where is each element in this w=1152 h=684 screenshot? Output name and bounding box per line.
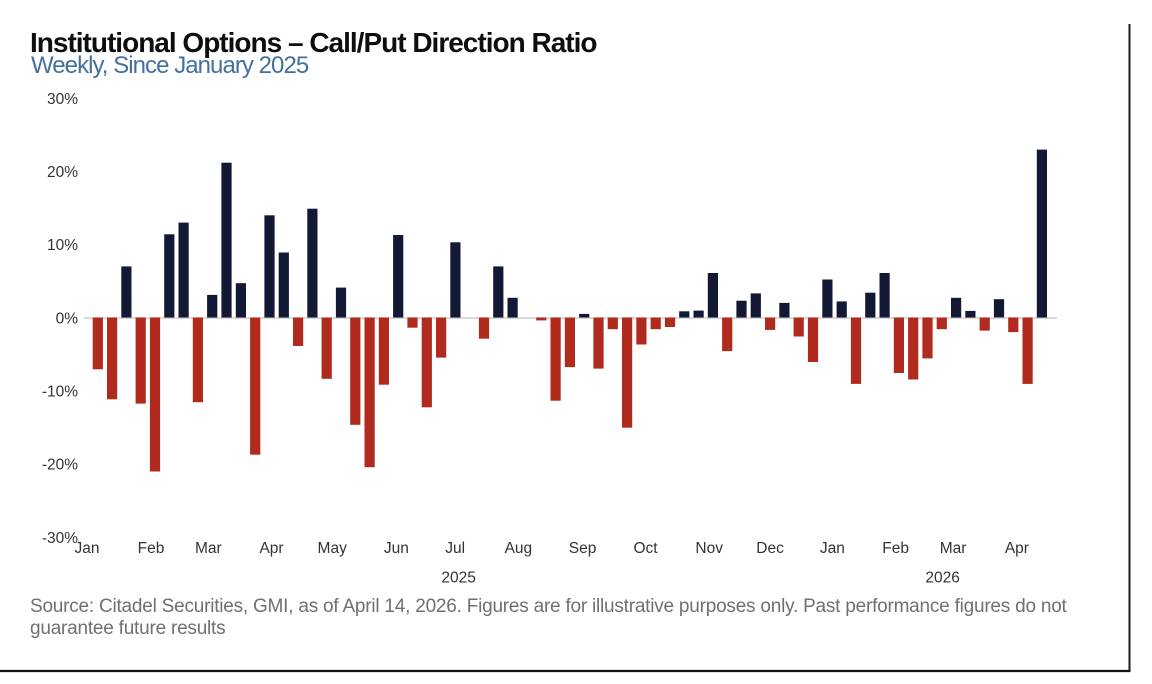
svg-text:-10%: -10% bbox=[42, 384, 78, 401]
svg-text:0%: 0% bbox=[56, 310, 79, 327]
svg-text:-30%: -30% bbox=[42, 530, 78, 547]
svg-text:Apr: Apr bbox=[1005, 540, 1029, 557]
svg-text:Mar: Mar bbox=[940, 540, 967, 557]
svg-text:Oct: Oct bbox=[633, 540, 658, 557]
svg-text:Aug: Aug bbox=[505, 540, 533, 557]
svg-text:Jul: Jul bbox=[445, 540, 465, 557]
svg-text:2026: 2026 bbox=[925, 569, 959, 586]
svg-text:Jan: Jan bbox=[820, 540, 845, 557]
svg-text:2025: 2025 bbox=[441, 569, 475, 586]
svg-text:Sep: Sep bbox=[569, 540, 597, 557]
svg-text:Feb: Feb bbox=[882, 540, 909, 557]
svg-text:Mar: Mar bbox=[195, 540, 222, 557]
svg-text:Jan: Jan bbox=[75, 540, 100, 557]
svg-text:20%: 20% bbox=[47, 164, 78, 181]
svg-text:May: May bbox=[318, 540, 348, 557]
svg-text:Nov: Nov bbox=[695, 540, 723, 557]
svg-text:10%: 10% bbox=[47, 237, 78, 254]
svg-text:Feb: Feb bbox=[138, 540, 165, 557]
svg-text:Jun: Jun bbox=[384, 540, 409, 557]
svg-text:Dec: Dec bbox=[756, 540, 784, 557]
svg-text:-20%: -20% bbox=[42, 457, 78, 474]
svg-text:30%: 30% bbox=[47, 91, 78, 108]
svg-text:Apr: Apr bbox=[259, 540, 283, 557]
